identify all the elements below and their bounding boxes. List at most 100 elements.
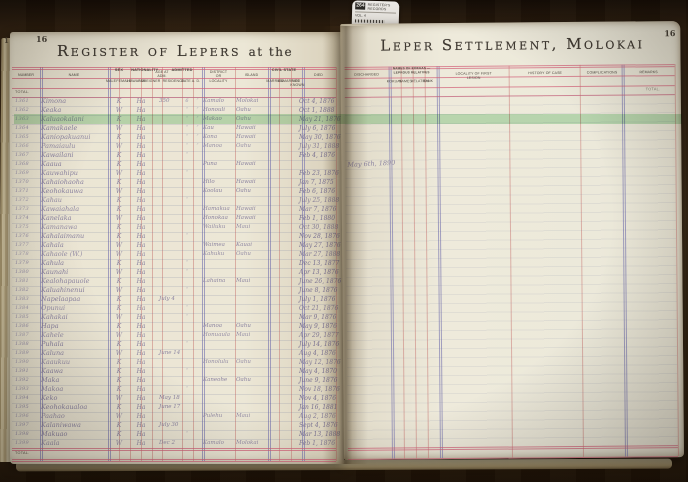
register-row: 1361 Kimona K Ha 350 6 ″ Kamalo Molokai Oct 4, 18… — [10, 97, 344, 106]
register-cell-d: Mar 7, 1876 — [299, 206, 337, 213]
register-row: 1379 Kahula K Ha ″ Dec 13, 1877 — [10, 259, 344, 268]
register-cell-loc: Kaneohe — [203, 377, 228, 383]
register-cell-n: 1379 — [15, 260, 29, 266]
register-cell-ha: Ha — [136, 116, 146, 123]
register-cell-n: 1377 — [15, 242, 29, 248]
col-civil-married: Married — [266, 79, 284, 84]
col-island: Island — [244, 73, 259, 78]
rule-line — [12, 448, 336, 449]
register-cell-d: Feb 23, 1876 — [299, 170, 339, 177]
register-cell-sx: K — [116, 386, 122, 393]
register-cell-sx: K — [116, 206, 122, 213]
rule-line — [235, 67, 236, 461]
register-cell-d: Oct 21, 1876 — [299, 305, 339, 312]
left-page: 16 Register of Lepers at the Number Name… — [10, 32, 344, 464]
register-cell-sx: W — [115, 395, 123, 402]
register-cell-nm: Makuao — [41, 430, 68, 438]
register-cell-n: 1394 — [15, 395, 29, 401]
col-sex-female: Female — [116, 79, 132, 84]
register-cell-sx: K — [116, 179, 122, 186]
register-cell-dt: ″ — [186, 314, 188, 320]
col-civil-unmarried: Unmarried — [277, 79, 301, 84]
register-cell-d: Jan 16, 1881 — [299, 404, 338, 411]
register-cell-ha: Ha — [136, 404, 146, 411]
register-cell-loc: Hilo — [203, 179, 215, 185]
register-cell-nm: Kealohapauole — [41, 277, 90, 285]
register-cell-d: July 6, 1876 — [299, 125, 336, 132]
register-cell-loc: Manoa — [203, 143, 223, 149]
label-line2: RECORDS — [367, 6, 387, 12]
register-cell-sx: K — [116, 341, 122, 348]
register-cell-sx: W — [115, 287, 123, 294]
register-cell-sx: K — [116, 197, 122, 204]
title-main-right: Leper Settlement, Molokai — [380, 34, 645, 55]
register-cell-n: 1372 — [15, 197, 29, 203]
register-cell-n: 1361 — [15, 98, 29, 104]
register-cell-nm: Kaluahinenui — [41, 286, 85, 294]
discharged-entry: May 6th, 1890 — [347, 158, 396, 169]
register-cell-sx: W — [115, 125, 123, 132]
register-cell-loc: Honokaa — [203, 215, 228, 221]
register-cell-res: May 18 — [159, 395, 180, 401]
col-adm-date: Date — [181, 79, 191, 84]
register-cell-sx: W — [115, 170, 123, 177]
rule-line — [12, 78, 336, 79]
col-adm-ad: A. D. — [191, 79, 201, 84]
register-cell-n: 1375 — [15, 224, 29, 230]
register-cell-n: 1383 — [15, 296, 29, 302]
register-cell-loc: Honouli — [203, 107, 226, 113]
register-cell-sx: K — [116, 116, 122, 123]
register-cell-d: Dec 13, 1877 — [299, 260, 340, 267]
register-cell-loc: Hamakua — [203, 206, 230, 212]
register-cell-res: June 17 — [159, 404, 181, 410]
col-nationality: Nationality — [131, 68, 159, 73]
register-cell-ha: Ha — [136, 332, 146, 339]
register-cell-d: May 9, 1876 — [299, 323, 337, 330]
register-cell-nm: Kawaiahala — [41, 205, 80, 213]
register-cell-res: June 14 — [159, 350, 181, 356]
register-cell-d: Mar 13, 1888 — [299, 431, 341, 438]
register-cell-nm: Kalaniwawa — [41, 421, 81, 429]
register-cell-dt: ″ — [186, 260, 188, 266]
register-cell-n: 1389 — [15, 350, 29, 356]
register-cell-dt: ″ — [186, 431, 188, 437]
register-cell-dt: ″ — [186, 197, 188, 203]
register-cell-nm: Opunui — [41, 304, 66, 312]
register-cell-ha: Ha — [136, 179, 146, 186]
register-cell-ha: Ha — [136, 386, 146, 393]
register-cell-n: 1381 — [15, 278, 29, 284]
rule-line — [162, 67, 163, 461]
register-cell-n: 1363 — [15, 116, 29, 122]
register-row: 1386 Hapa K Ha Manoa Oahu May 9, 1876 — [10, 322, 344, 331]
register-cell-ha: Ha — [136, 206, 146, 213]
register-cell-dt: ″ — [186, 125, 188, 131]
register-cell-ha: Ha — [136, 125, 146, 132]
register-row: 1396 Paahao W Ha Pulehu Maui Aug 2, 1876 — [10, 412, 344, 421]
register-cell-d: Feb 1, 1880 — [299, 215, 336, 222]
rule-line — [141, 67, 142, 461]
rule-line — [268, 67, 271, 461]
register-cell-n: 1392 — [15, 377, 29, 383]
register-cell-ha: Ha — [136, 413, 146, 420]
register-cell-ha: Ha — [136, 368, 146, 375]
register-cell-ha: Ha — [136, 260, 146, 267]
rule-line — [336, 67, 337, 461]
register-cell-loc: Kona — [203, 134, 218, 140]
register-cell-loc: Kamalo — [203, 440, 224, 446]
register-cell-d: Oct 1, 1888 — [299, 107, 335, 114]
rule-line — [302, 67, 305, 461]
register-cell-dt: ″ — [186, 305, 188, 311]
register-cell-ha: Ha — [136, 359, 146, 366]
register-row: 1388 Puhala K Ha ″ July 14, 1876 — [10, 340, 344, 349]
register-cell-isl: Oahu — [236, 143, 251, 149]
total-row-label-right: Total. — [645, 87, 661, 92]
col-civil-state: Civil State — [271, 68, 297, 73]
col-admitted: Admitted — [171, 68, 193, 73]
register-cell-dt: ″ — [186, 386, 188, 392]
register-cell-loc: Puna — [203, 161, 218, 167]
rule-line — [12, 67, 336, 68]
register-cell-dt: ″ — [186, 341, 188, 347]
register-cell-nm: Keaka — [41, 106, 62, 114]
register-cell-n: 1369 — [15, 170, 29, 176]
register-cell-n: 1373 — [15, 206, 29, 212]
